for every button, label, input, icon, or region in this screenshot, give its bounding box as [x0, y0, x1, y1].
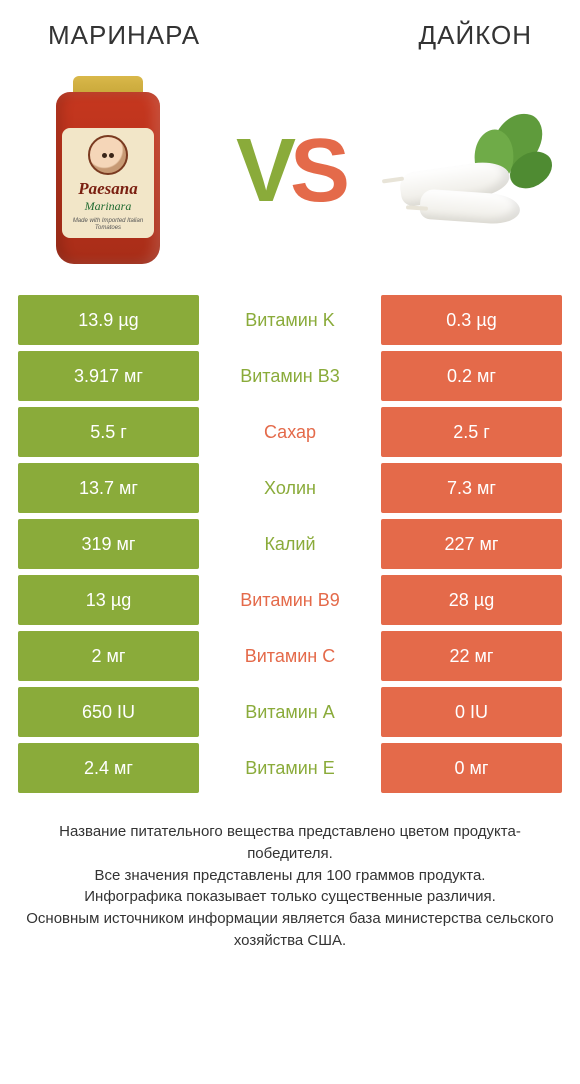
- right-value: 2.5 г: [381, 407, 562, 457]
- nutrient-label: Витамин K: [205, 295, 375, 345]
- left-value: 2 мг: [18, 631, 199, 681]
- nutrient-label: Калий: [205, 519, 375, 569]
- left-value: 2.4 мг: [18, 743, 199, 793]
- right-food-image: [392, 71, 552, 271]
- right-food-title: ДАЙКОН: [419, 20, 533, 51]
- footer-notes: Название питательного вещества представл…: [18, 821, 562, 952]
- right-value: 0 IU: [381, 687, 562, 737]
- left-value: 13.7 мг: [18, 463, 199, 513]
- jar-brand: Paesana: [78, 179, 138, 199]
- right-value: 0 мг: [381, 743, 562, 793]
- table-row: 2 мгВитамин C22 мг: [18, 631, 562, 681]
- left-value: 319 мг: [18, 519, 199, 569]
- footer-line-1: Название питательного вещества представл…: [26, 821, 554, 865]
- table-row: 13.7 мгХолин7.3 мг: [18, 463, 562, 513]
- left-value: 3.917 мг: [18, 351, 199, 401]
- table-row: 13 µgВитамин B928 µg: [18, 575, 562, 625]
- nutrient-label: Холин: [205, 463, 375, 513]
- jar-sub: Marinara: [85, 199, 132, 214]
- right-value: 7.3 мг: [381, 463, 562, 513]
- left-value: 5.5 г: [18, 407, 199, 457]
- nutrient-label: Сахар: [205, 407, 375, 457]
- left-value: 13.9 µg: [18, 295, 199, 345]
- right-value: 0.2 мг: [381, 351, 562, 401]
- left-value: 13 µg: [18, 575, 199, 625]
- right-value: 28 µg: [381, 575, 562, 625]
- nutrient-label: Витамин E: [205, 743, 375, 793]
- right-value: 227 мг: [381, 519, 562, 569]
- vs-v: V: [236, 121, 290, 221]
- table-row: 3.917 мгВитамин B30.2 мг: [18, 351, 562, 401]
- nutrient-label: Витамин A: [205, 687, 375, 737]
- right-value: 22 мг: [381, 631, 562, 681]
- right-value: 0.3 µg: [381, 295, 562, 345]
- comparison-table: 13.9 µgВитамин K0.3 µg 3.917 мгВитамин B3…: [18, 295, 562, 793]
- jar-fine: Made with Imported Italian Tomatoes: [62, 218, 154, 231]
- vs-s: S: [290, 121, 344, 221]
- nutrient-label: Витамин B3: [205, 351, 375, 401]
- table-row: 13.9 µgВитамин K0.3 µg: [18, 295, 562, 345]
- marinara-jar-icon: Paesana Marinara Made with Imported Ital…: [53, 76, 163, 266]
- vs-label: VS: [236, 126, 344, 216]
- nutrient-label: Витамин C: [205, 631, 375, 681]
- footer-line-3: Инфографика показывает только существенн…: [26, 886, 554, 908]
- header: МАРИНАРА ДАЙКОН: [18, 20, 562, 61]
- hero-row: Paesana Marinara Made with Imported Ital…: [18, 61, 562, 295]
- left-value: 650 IU: [18, 687, 199, 737]
- daikon-icon: [392, 96, 552, 246]
- footer-line-4: Основным источником информации является …: [26, 908, 554, 952]
- footer-line-2: Все значения представлены для 100 граммо…: [26, 865, 554, 887]
- left-food-image: Paesana Marinara Made with Imported Ital…: [28, 71, 188, 271]
- left-food-title: МАРИНАРА: [48, 20, 200, 51]
- table-row: 319 мгКалий227 мг: [18, 519, 562, 569]
- table-row: 650 IUВитамин A0 IU: [18, 687, 562, 737]
- nutrient-label: Витамин B9: [205, 575, 375, 625]
- table-row: 2.4 мгВитамин E0 мг: [18, 743, 562, 793]
- table-row: 5.5 гСахар2.5 г: [18, 407, 562, 457]
